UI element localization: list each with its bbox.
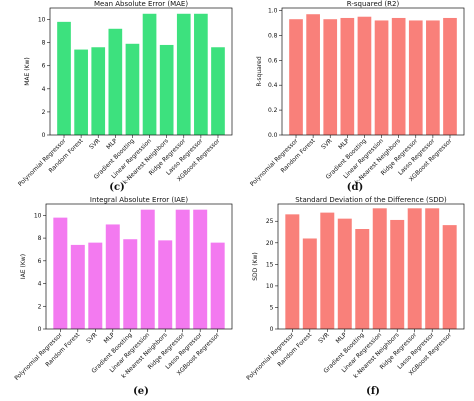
plot-frame	[45, 203, 233, 330]
panel-letter: (e)	[133, 386, 149, 397]
y-axis-label: IAE (Kw)	[20, 254, 27, 279]
x-tick-label: MLP	[337, 137, 351, 151]
x-tick-label: SVR	[88, 137, 102, 151]
y-tick-label: 5	[270, 304, 274, 311]
y-tick-label: 0	[270, 326, 274, 333]
y-tick-label: 8	[42, 40, 46, 47]
bar-svr	[91, 47, 106, 135]
y-tick-label: 10	[34, 212, 42, 219]
bar-mlp	[108, 28, 123, 136]
bar-ridge-regressor	[175, 209, 190, 329]
bar-k-nearest-neighbors	[158, 240, 173, 329]
y-axis-label: MAE (Kw)	[24, 57, 31, 86]
bar-xgboost-regressor	[210, 242, 225, 329]
y-tick-label: 6	[42, 63, 46, 70]
plot-frame	[281, 7, 465, 136]
bar-gradient-boosting	[355, 229, 370, 329]
bar-xgboost-regressor	[442, 225, 457, 329]
chart-panel-3: Integral Absolute Error (IAE) 0 2 4 6 8 10 IAE …	[13, 196, 233, 397]
bar-svr	[320, 212, 335, 329]
bar-xgboost-regressor	[211, 47, 225, 135]
y-tick-label: 15	[266, 261, 274, 268]
bar-random-forest	[70, 244, 85, 329]
bar-xgboost-regressor	[443, 17, 457, 135]
bar-polynomial-regressor	[57, 21, 71, 135]
chart-panel-2: R-squared (R2) 0.0 0.2 0.4 0.6 0.8 1.0 R-square…	[249, 0, 465, 188]
x-tick-label: MLP	[105, 137, 119, 151]
y-tick-label: 2	[38, 303, 42, 310]
y-axis-label: R-squared	[256, 56, 263, 87]
x-tick-label: SVR	[317, 331, 331, 345]
bar-mlp	[105, 224, 120, 329]
bar-polynomial-regressor	[285, 214, 300, 329]
x-tick-label: SVR	[85, 331, 99, 345]
y-tick-label: 10	[266, 283, 274, 290]
bar-svr	[323, 19, 338, 135]
bar-polynomial-regressor	[53, 217, 68, 329]
chart-panels: Mean Absolute Error (MAE) 0 2 4 6 8 10 MAE (Kw)…	[13, 0, 465, 397]
bar-lasso-regressor	[193, 209, 208, 329]
chart-panel-1: Mean Absolute Error (MAE) 0 2 4 6 8 10 MAE (Kw)…	[17, 0, 233, 188]
bar-linear-regression	[374, 20, 389, 135]
x-tick-label: SVR	[320, 137, 334, 151]
y-tick-label: 0	[38, 326, 42, 333]
bar-k-nearest-neighbors	[159, 44, 174, 136]
x-tick-label: MLP	[103, 331, 117, 345]
bar-random-forest	[74, 49, 88, 135]
bar-ridge-regressor	[176, 13, 191, 135]
chart-title: Integral Absolute Error (IAE)	[90, 196, 188, 204]
bar-lasso-regressor	[194, 13, 208, 135]
y-tick-label: 0.2	[268, 107, 278, 114]
bar-svr	[88, 242, 103, 329]
y-tick-label: 2	[42, 109, 46, 116]
panel-letter: (f)	[366, 386, 380, 397]
bar-random-forest	[302, 238, 317, 329]
y-tick-label: 4	[38, 281, 42, 288]
bar-gradient-boosting	[125, 43, 140, 135]
plot-frame	[277, 203, 465, 330]
y-tick-label: 20	[266, 240, 274, 247]
y-tick-label: 0.0	[268, 132, 278, 139]
bar-ridge-regressor	[407, 208, 422, 329]
bar-linear-regression	[140, 209, 155, 329]
y-tick-label: 0.6	[268, 57, 278, 64]
y-tick-label: 4	[42, 86, 46, 93]
y-tick-label: 1.0	[268, 7, 278, 14]
y-tick-label: 6	[38, 258, 42, 265]
y-tick-label: 8	[38, 235, 42, 242]
x-tick-label: MLP	[335, 331, 349, 345]
bar-lasso-regressor	[425, 208, 440, 329]
bar-polynomial-regressor	[289, 19, 303, 135]
bar-gradient-boosting	[123, 239, 138, 329]
chart-title: R-squared (R2)	[347, 0, 400, 8]
bar-k-nearest-neighbors	[391, 17, 406, 135]
chart-title: Mean Absolute Error (MAE)	[94, 0, 188, 8]
y-tick-label: 0	[42, 132, 46, 139]
y-tick-label: 0.8	[268, 32, 278, 39]
bar-k-nearest-neighbors	[390, 219, 405, 329]
y-tick-label: 10	[38, 17, 46, 24]
bar-linear-regression	[142, 13, 157, 135]
bar-linear-regression	[372, 208, 387, 329]
y-tick-label: 0.4	[268, 82, 278, 89]
bar-lasso-regressor	[426, 20, 440, 135]
bar-gradient-boosting	[357, 16, 372, 136]
panel-letter-d: (d)	[347, 182, 363, 193]
chart-panel-4: Standard Deviation of the Difference (SD…	[245, 196, 465, 397]
plot-frame	[49, 7, 233, 136]
bar-mlp	[340, 17, 355, 135]
panel-letter-c: (c)	[109, 182, 125, 193]
bar-ridge-regressor	[408, 20, 423, 135]
y-axis-label: SDD (Kw)	[252, 252, 259, 280]
bar-random-forest	[306, 14, 320, 135]
chart-title: Standard Deviation of the Difference (SD…	[295, 196, 447, 204]
bar-mlp	[337, 218, 352, 329]
y-tick-label: 25	[266, 218, 274, 225]
